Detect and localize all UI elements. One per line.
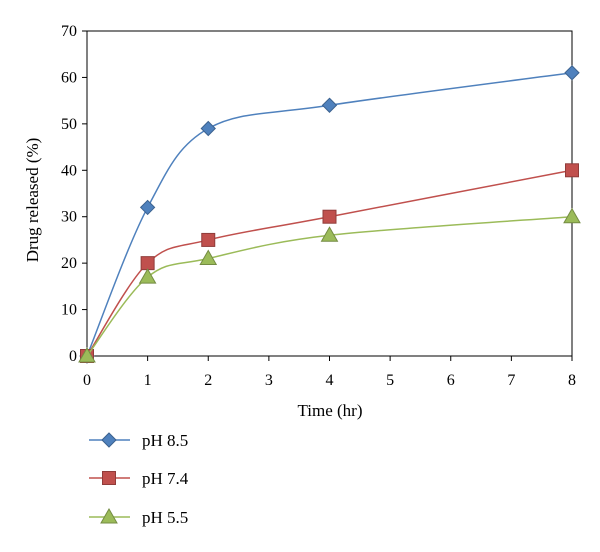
data-point-triangle [320,226,339,242]
series-line [86,72,573,357]
x-tick-label: 3 [265,372,273,389]
x-tick-label: 2 [204,372,212,389]
x-tick-label: 4 [326,372,334,389]
legend: pH 8.5 pH 7.4 pH 5.5 [89,431,189,527]
data-point-triangle [138,268,157,284]
x-tick-label: 1 [144,372,152,389]
data-point-square [565,163,579,178]
x-tick-label: 5 [386,372,394,389]
series-layer [78,65,581,364]
x-tick-label: 6 [447,372,455,389]
data-point-diamond [564,65,580,81]
y-tick-label: 50 [61,116,77,133]
legend-marker-square [102,471,116,485]
y-tick-label: 30 [61,209,77,226]
y-tick-label: 40 [61,162,77,179]
data-point-diamond [321,97,338,113]
legend-item: pH 8.5 [89,431,188,450]
data-point-square [140,256,155,271]
legend-label: pH 8.5 [142,431,188,450]
x-tick-label: 7 [507,372,515,389]
legend-marker-triangle [100,507,118,524]
x-axis-title: Time (hr) [297,401,362,420]
series-ph-5.5 [78,207,581,363]
x-tick-label: 0 [83,372,91,389]
y-tick-label: 10 [61,302,77,319]
series-line [86,169,573,357]
y-tick-label: 70 [61,23,77,40]
data-point-triangle [78,346,96,363]
data-point-square [322,209,337,224]
data-point-square [201,232,216,247]
y-tick-label: 60 [61,69,77,86]
x-tick-label: 8 [568,372,576,389]
legend-label: pH 5.5 [142,508,188,527]
y-axis-title: Drug released (%) [23,138,42,263]
legend-label: pH 7.4 [142,469,189,488]
data-point-diamond [200,120,216,137]
legend-marker-diamond [101,432,117,448]
data-point-triangle [563,207,581,224]
data-point-triangle [199,249,218,265]
plot-frame [86,30,573,357]
data-point-diamond [139,199,156,216]
y-tick-label: 0 [69,348,77,365]
series-line [86,215,573,357]
axes: 0 10 20 30 40 50 60 70 0 1 2 3 4 5 6 7 8 [61,23,576,389]
legend-item: pH 7.4 [89,469,189,488]
y-tick-label: 20 [61,255,77,272]
legend-item: pH 5.5 [89,507,188,527]
